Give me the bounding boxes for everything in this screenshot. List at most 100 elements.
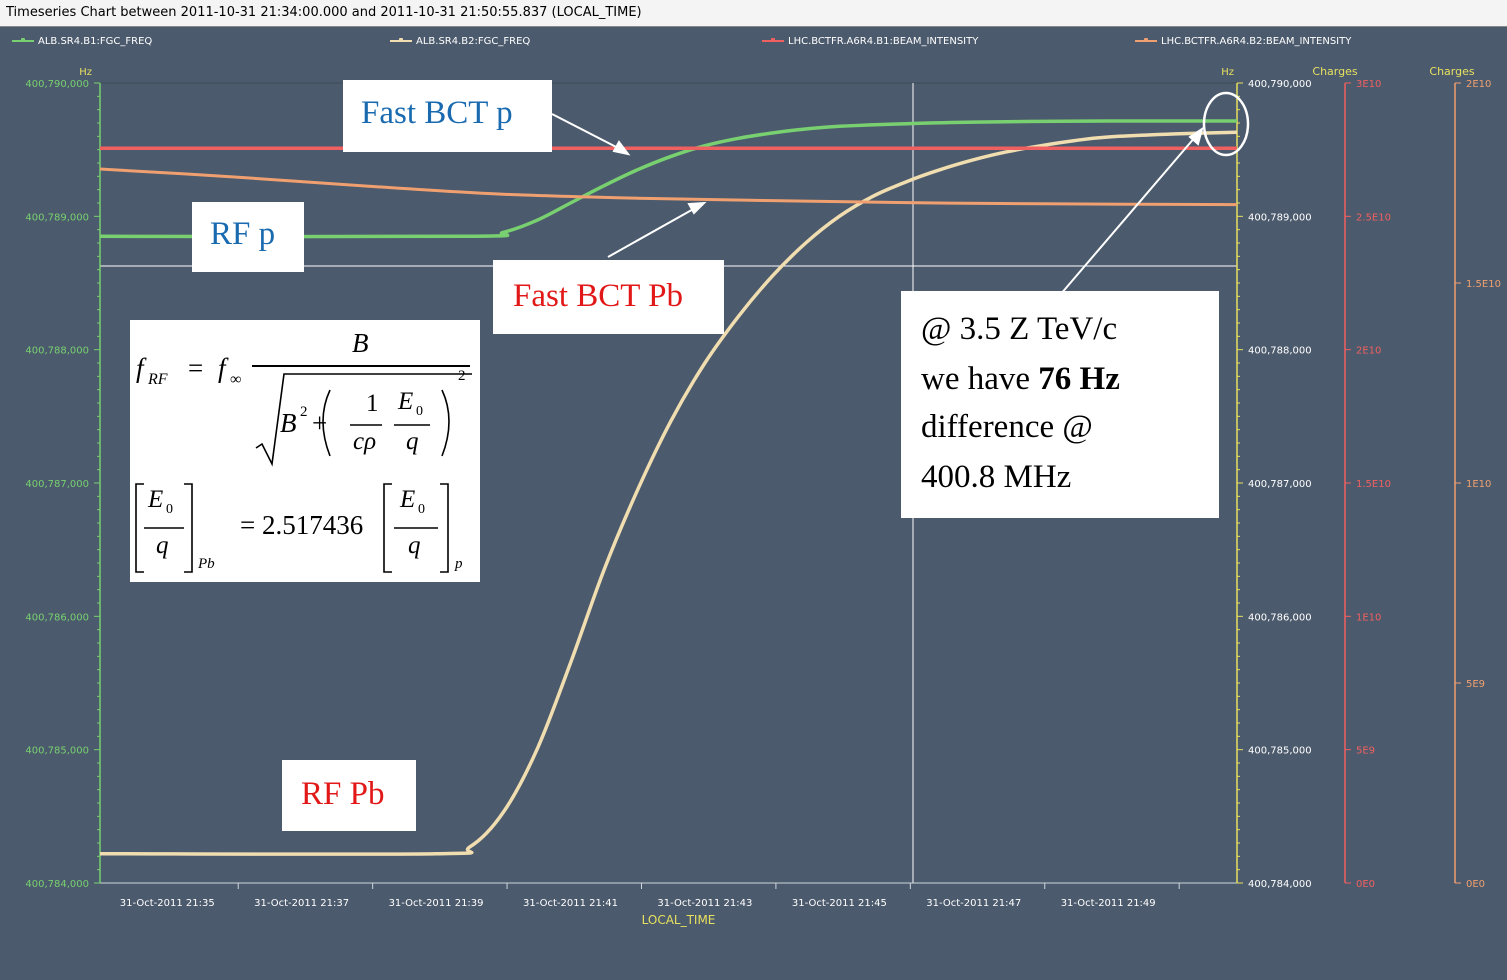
legend-label: LHC.BCTFR.A6R4.B1:BEAM_INTENSITY <box>788 36 979 47</box>
legend-item-b1-intensity[interactable]: LHC.BCTFR.A6R4.B1:BEAM_INTENSITY <box>762 36 978 50</box>
right-hz-tick-label: 400,786,000 <box>1248 612 1312 623</box>
formula-numerator-b: B <box>352 328 369 358</box>
formula-exp-outer: 2 <box>458 368 466 384</box>
rf-pb-text: RF Pb <box>301 776 385 812</box>
series-line-b2-freq <box>99 130 1238 856</box>
formula-sub-0-pb: 0 <box>166 502 173 517</box>
formula-e0: E <box>398 388 414 415</box>
left-tick-label: 400,786,000 <box>25 612 89 623</box>
fast-bct-p-label: Fast BCT p <box>343 80 552 152</box>
right-hz-tick-label: 400,789,000 <box>1248 212 1312 223</box>
rf-p-label: RF p <box>192 202 304 272</box>
formula-sub-pb: Pb <box>198 556 215 572</box>
formula-sub-0: 0 <box>416 404 423 419</box>
formula-coefficient: = 2.517436 <box>240 510 364 540</box>
charges-b1-tick-label: 5E9 <box>1356 746 1375 757</box>
right-hz-axis-unit: Hz <box>1221 67 1234 78</box>
charges-b2-tick-label: 2E10 <box>1466 79 1491 90</box>
right-hz-tick-label: 400,790,000 <box>1248 79 1312 90</box>
formula-c-rho: cρ <box>353 428 377 455</box>
charges-b1-axis-unit: Charges <box>1312 65 1357 78</box>
chart-legend: ALB.SR4.B1:FGC_FREQ ALB.SR4.B2:FGC_FREQ … <box>0 30 1507 56</box>
formula-e0-p: E <box>400 486 416 513</box>
highlight-circle <box>1202 91 1250 157</box>
formula-sub-rf: RF <box>148 371 168 388</box>
annotation-arrows <box>551 91 1250 296</box>
right-hz-tick-label: 400,784,000 <box>1248 879 1312 890</box>
left-tick-label: 400,790,000 <box>25 79 89 90</box>
left-tick-label: 400,788,000 <box>25 346 89 357</box>
formula-fraction-bar <box>252 365 470 367</box>
charges-b2-tick-label: 1.5E10 <box>1466 279 1501 290</box>
formula-brackets-icon <box>135 483 449 573</box>
charges-b2-tick-label: 5E9 <box>1466 679 1485 690</box>
charges-b1-tick-label: 1E10 <box>1356 612 1381 623</box>
difference-note: @ 3.5 Z TeV/c we have 76 Hz difference @… <box>901 291 1219 518</box>
arrow-fast-bct-pb <box>607 206 698 258</box>
charges-b1-tick-label: 3E10 <box>1356 79 1381 90</box>
arrow-76hz <box>1059 135 1197 296</box>
left-tick-label: 400,787,000 <box>25 479 89 490</box>
charges-b2-tick-label: 1E10 <box>1466 479 1491 490</box>
charges-b1-tick-label: 2E10 <box>1356 346 1381 357</box>
series-lines <box>99 119 1238 856</box>
rf-frequency-formula: f RF = f ∞ B B 2 + 1 cρ E 0 q 2 E 0 q Pb… <box>130 320 480 582</box>
formula-plus: + <box>312 408 328 438</box>
fast-bct-pb-text: Fast BCT Pb <box>513 278 683 314</box>
formula-sub-0-p: 0 <box>418 502 425 517</box>
x-tick-label: 31-Oct-2011 21:37 <box>254 898 349 909</box>
x-tick-label: 31-Oct-2011 21:35 <box>120 898 215 909</box>
x-tick-label: 31-Oct-2011 21:39 <box>389 898 484 909</box>
charges-b2-axis-unit: Charges <box>1429 65 1474 78</box>
legend-label: ALB.SR4.B1:FGC_FREQ <box>38 36 153 47</box>
fast-bct-pb-label: Fast BCT Pb <box>493 260 724 334</box>
formula-q: q <box>406 428 419 455</box>
legend-swatch-icon <box>390 38 412 42</box>
x-tick-label: 31-Oct-2011 21:41 <box>523 898 618 909</box>
formula-f-inf: f <box>218 353 226 383</box>
charges-b1-tick-label: 2.5E10 <box>1356 212 1391 223</box>
legend-label: ALB.SR4.B2:FGC_FREQ <box>416 36 531 47</box>
formula-e0-pb: E <box>148 486 164 513</box>
rf-p-text: RF p <box>210 216 276 252</box>
right-hz-tick-label: 400,785,000 <box>1248 746 1312 757</box>
legend-item-b2-intensity[interactable]: LHC.BCTFR.A6R4.B2:BEAM_INTENSITY <box>1135 36 1351 50</box>
left-axis-unit: Hz <box>79 67 92 78</box>
right-hz-tick-label: 400,788,000 <box>1248 346 1312 357</box>
legend-item-b2-freq[interactable]: ALB.SR4.B2:FGC_FREQ <box>390 36 530 50</box>
x-tick-label: 31-Oct-2011 21:49 <box>1061 898 1156 909</box>
axes: 31-Oct-2011 21:35 31-Oct-2011 21:37 31-Oct… <box>25 65 1501 927</box>
formula-sub-p: p <box>455 556 463 572</box>
note-line-3: difference @ <box>921 409 1093 445</box>
note-line-2-bold: 76 Hz <box>1038 361 1120 397</box>
right-hz-tick-label: 400,787,000 <box>1248 479 1312 490</box>
left-tick-label: 400,785,000 <box>25 746 89 757</box>
window-title-bar: Timeseries Chart between 2011-10-31 21:3… <box>0 0 1507 27</box>
x-tick-label: 31-Oct-2011 21:43 <box>657 898 752 909</box>
note-line-4: 400.8 MHz <box>921 459 1072 495</box>
legend-item-b1-freq[interactable]: ALB.SR4.B1:FGC_FREQ <box>12 36 152 50</box>
charges-b1-tick-label: 1.5E10 <box>1356 479 1391 490</box>
note-line-2-text: we have <box>921 361 1039 397</box>
formula-f: f <box>136 353 144 383</box>
x-tick-label: 31-Oct-2011 21:45 <box>792 898 887 909</box>
x-axis-title: LOCAL_TIME <box>642 913 716 927</box>
note-line-2: we have 76 Hz <box>921 361 1120 398</box>
legend-swatch-icon <box>12 38 34 42</box>
left-tick-label: 400,789,000 <box>25 212 89 223</box>
formula-one: 1 <box>366 390 379 417</box>
formula-sqrt-icon <box>255 373 472 467</box>
legend-label: LHC.BCTFR.A6R4.B2:BEAM_INTENSITY <box>1161 36 1352 47</box>
formula-exp-2: 2 <box>300 404 308 420</box>
note-line-1: @ 3.5 Z TeV/c <box>921 311 1118 347</box>
fast-bct-p-text: Fast BCT p <box>361 95 513 131</box>
series-line-b1-freq <box>99 119 1238 239</box>
formula-b-squared: B <box>280 408 297 438</box>
formula-sub-inf: ∞ <box>230 371 242 388</box>
rf-pb-label: RF Pb <box>282 760 416 831</box>
window-title: Timeseries Chart between 2011-10-31 21:3… <box>6 5 642 20</box>
charges-b1-tick-label: 0E0 <box>1356 879 1375 890</box>
charges-b2-tick-label: 0E0 <box>1466 879 1485 890</box>
series-line-b2-intensity <box>99 167 1238 207</box>
legend-swatch-icon <box>762 38 784 42</box>
